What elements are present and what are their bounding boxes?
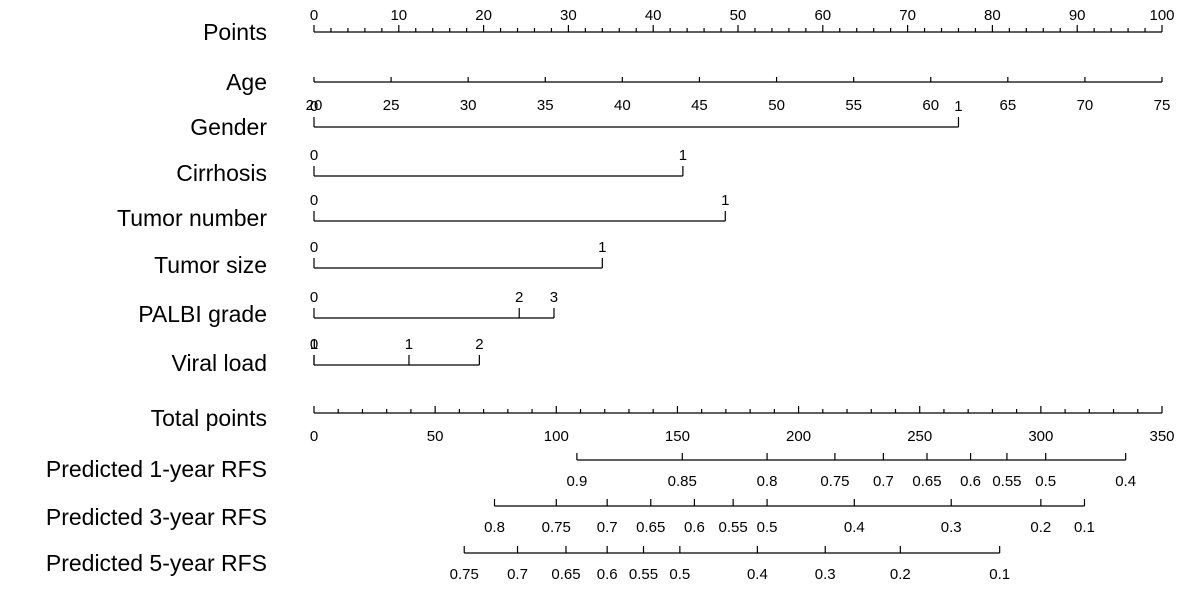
- age-tick-label: 70: [1077, 97, 1094, 114]
- viral-load-level-label: 1: [405, 336, 413, 353]
- age-tick-label: 55: [845, 97, 862, 114]
- tumor-size-level-label: 1: [598, 239, 606, 256]
- total-points-tick-label: 100: [544, 428, 569, 445]
- predicted-5-year-rfs-tick-label: 0.2: [890, 566, 911, 583]
- predicted-1-year-rfs-tick-label: 0.5: [1035, 473, 1056, 490]
- row-label-tumor-number: Tumor number: [117, 205, 267, 231]
- points-tick-label: 0: [310, 7, 318, 24]
- row-label-predicted-1-year-rfs: Predicted 1-year RFS: [46, 456, 267, 482]
- predicted-3-year-rfs-tick-label: 0.55: [719, 519, 748, 536]
- row-label-viral-load: Viral load: [172, 350, 267, 376]
- predicted-3-year-rfs-tick-label: 0.2: [1030, 519, 1051, 536]
- predicted-3-year-rfs-tick-label: 0.4: [844, 519, 865, 536]
- viral-load-level-label: 0: [310, 336, 318, 353]
- tumor-size-level-label: 0: [310, 239, 318, 256]
- points-tick-label: 20: [475, 7, 492, 24]
- predicted-3-year-rfs-tick-label: 0.1: [1074, 519, 1095, 536]
- viral-load-level-label: 1: [310, 336, 318, 353]
- row-label-tumor-size: Tumor size: [154, 252, 267, 278]
- palbi-grade-level-label: 0: [310, 289, 318, 306]
- tumor-number-level-label: 0: [310, 192, 318, 209]
- age-tick-label: 40: [614, 97, 631, 114]
- predicted-1-year-rfs-tick-label: 0.4: [1115, 473, 1136, 490]
- cirrhosis-level-label: 1: [679, 147, 687, 164]
- points-tick-label: 100: [1149, 7, 1174, 24]
- predicted-5-year-rfs-tick-label: 0.55: [629, 566, 658, 583]
- age-tick-label: 65: [999, 97, 1016, 114]
- row-label-predicted-3-year-rfs: Predicted 3-year RFS: [46, 504, 267, 530]
- row-label-palbi-grade: PALBI grade: [138, 301, 267, 327]
- predicted-3-year-rfs-tick-label: 0.3: [941, 519, 962, 536]
- cirrhosis-level-label: 0: [310, 147, 318, 164]
- tumor-number-level-label: 1: [721, 192, 729, 209]
- predicted-1-year-rfs-tick-label: 0.85: [668, 473, 697, 490]
- predicted-3-year-rfs-tick-label: 0.7: [597, 519, 618, 536]
- age-tick-label: 25: [383, 97, 400, 114]
- total-points-tick-label: 350: [1149, 428, 1174, 445]
- predicted-1-year-rfs-tick-label: 0.9: [566, 473, 587, 490]
- age-tick-label: 20: [306, 97, 323, 114]
- predicted-3-year-rfs-tick-label: 0.6: [684, 519, 705, 536]
- predicted-1-year-rfs-tick-label: 0.65: [912, 473, 941, 490]
- gender-level-label: 0: [310, 98, 318, 115]
- viral-load-level-label: 2: [475, 336, 483, 353]
- total-points-tick-label: 50: [427, 428, 444, 445]
- row-label-gender: Gender: [190, 114, 267, 140]
- row-label-cirrhosis: Cirrhosis: [176, 160, 267, 186]
- age-tick-label: 75: [1154, 97, 1171, 114]
- total-points-tick-label: 0: [310, 428, 318, 445]
- predicted-3-year-rfs-tick-label: 0.5: [757, 519, 778, 536]
- gender-level-label: 1: [954, 98, 962, 115]
- points-tick-label: 10: [390, 7, 407, 24]
- total-points-tick-label: 200: [786, 428, 811, 445]
- row-label-age: Age: [226, 69, 267, 95]
- points-tick-label: 30: [560, 7, 577, 24]
- total-points-tick-label: 300: [1028, 428, 1053, 445]
- predicted-5-year-rfs-tick-label: 0.1: [989, 566, 1010, 583]
- row-label-points: Points: [203, 19, 267, 45]
- predicted-5-year-rfs-tick-label: 0.4: [747, 566, 768, 583]
- predicted-1-year-rfs-tick-label: 0.75: [820, 473, 849, 490]
- predicted-5-year-rfs-tick-label: 0.7: [507, 566, 528, 583]
- total-points-tick-label: 250: [907, 428, 932, 445]
- predicted-5-year-rfs-tick-label: 0.3: [815, 566, 836, 583]
- predicted-1-year-rfs-tick-label: 0.55: [992, 473, 1021, 490]
- row-label-predicted-5-year-rfs: Predicted 5-year RFS: [46, 550, 267, 576]
- age-tick-label: 35: [537, 97, 554, 114]
- points-tick-label: 50: [730, 7, 747, 24]
- predicted-5-year-rfs-tick-label: 0.5: [669, 566, 690, 583]
- points-tick-label: 90: [1069, 7, 1086, 24]
- age-tick-label: 50: [768, 97, 785, 114]
- points-tick-label: 80: [984, 7, 1001, 24]
- predicted-5-year-rfs-tick-label: 0.65: [551, 566, 580, 583]
- palbi-grade-level-label: 2: [515, 289, 523, 306]
- predicted-3-year-rfs-tick-label: 0.65: [636, 519, 665, 536]
- predicted-1-year-rfs-tick-label: 0.7: [873, 473, 894, 490]
- points-tick-label: 60: [814, 7, 831, 24]
- predicted-5-year-rfs-tick-label: 0.75: [450, 566, 479, 583]
- palbi-grade-level-label: 3: [550, 289, 558, 306]
- row-label-total-points: Total points: [151, 405, 267, 431]
- predicted-3-year-rfs-tick-label: 0.75: [542, 519, 571, 536]
- age-tick-label: 45: [691, 97, 708, 114]
- age-tick-label: 60: [922, 97, 939, 114]
- predicted-3-year-rfs-tick-label: 0.8: [484, 519, 505, 536]
- age-tick-label: 30: [460, 97, 477, 114]
- predicted-5-year-rfs-tick-label: 0.6: [597, 566, 618, 583]
- predicted-1-year-rfs-tick-label: 0.6: [960, 473, 981, 490]
- points-tick-label: 70: [899, 7, 916, 24]
- total-points-tick-label: 150: [665, 428, 690, 445]
- points-tick-label: 40: [645, 7, 662, 24]
- predicted-1-year-rfs-tick-label: 0.8: [757, 473, 778, 490]
